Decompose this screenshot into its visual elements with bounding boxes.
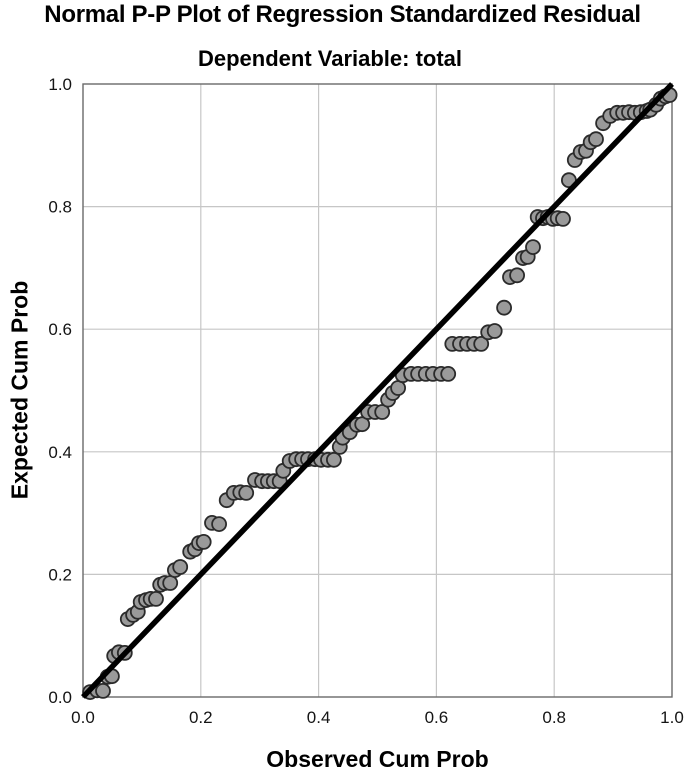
- data-point: [172, 559, 189, 575]
- plot-frame: [82, 83, 673, 698]
- chart-subtitle: Dependent Variable: total: [197, 46, 463, 71]
- x-tick-label: 0.8: [542, 708, 566, 727]
- x-tick-label: 0.0: [71, 708, 95, 727]
- identity-line: [81, 82, 674, 699]
- y-tick-label: 0.2: [48, 565, 72, 584]
- y-tick-label: 0.0: [48, 688, 72, 707]
- data-point: [486, 323, 503, 339]
- data-point: [211, 516, 228, 532]
- x-tick-label: 0.4: [307, 708, 331, 727]
- data-point: [440, 365, 457, 382]
- data-point: [473, 335, 490, 352]
- data-point: [509, 267, 525, 284]
- data-point: [374, 404, 391, 420]
- data-point: [148, 591, 164, 607]
- data-point: [390, 380, 407, 396]
- y-tick-label: 0.6: [48, 320, 72, 339]
- y-tick-label: 0.8: [48, 198, 72, 217]
- y-tick-label: 1.0: [48, 75, 72, 94]
- x-tick-label: 0.6: [425, 708, 449, 727]
- data-point: [555, 210, 571, 227]
- data-point: [496, 299, 513, 316]
- data-point: [95, 683, 111, 699]
- chart-title: Normal P-P Plot of Regression Standardiz…: [44, 1, 641, 28]
- data-point: [325, 451, 342, 468]
- data-point: [588, 131, 604, 148]
- x-tick-label: 0.2: [189, 708, 213, 727]
- data-point: [238, 484, 255, 501]
- x-axis-label: Observed Cum Prob: [266, 746, 489, 772]
- data-point: [162, 575, 179, 591]
- data-point: [195, 534, 212, 550]
- y-tick-label: 0.4: [48, 443, 72, 462]
- data-point: [525, 239, 541, 256]
- x-tick-label: 1.0: [660, 708, 684, 727]
